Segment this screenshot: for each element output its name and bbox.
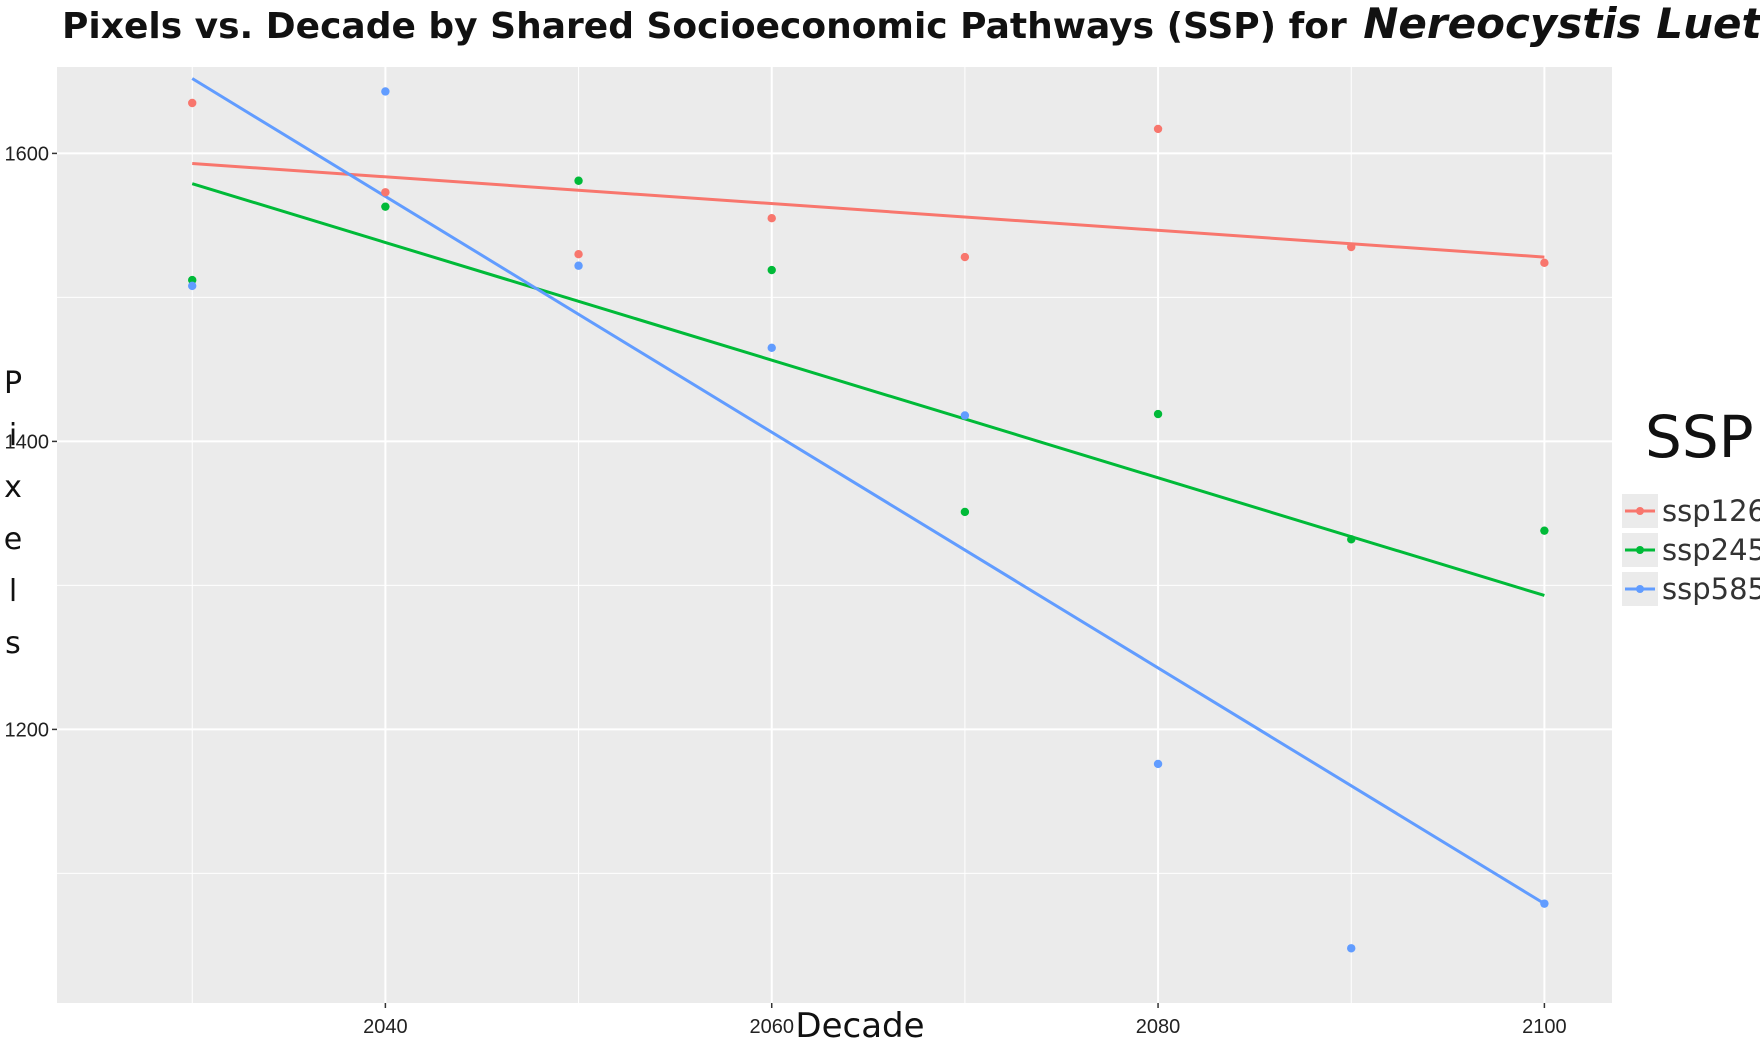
chart-title-main: Pixels vs. Decade by Shared Socioeconomi… bbox=[62, 6, 1347, 47]
point-ssp126 bbox=[1540, 258, 1549, 268]
y-axis-label-char: i bbox=[9, 418, 17, 453]
x-tick-label: 2040 bbox=[363, 1016, 408, 1038]
legend-label-ssp245: ssp245 bbox=[1662, 533, 1760, 567]
point-ssp585 bbox=[574, 261, 583, 270]
point-ssp126 bbox=[960, 252, 970, 262]
legend-items: ssp126 ssp245 ssp585 bbox=[1622, 494, 1760, 606]
y-tick-label: 1400 bbox=[5, 431, 50, 453]
point-ssp126 bbox=[188, 98, 197, 108]
y-axis-label-char: x bbox=[4, 470, 22, 505]
chart-title: Pixels vs. Decade by Shared Socioeconomi… bbox=[62, 0, 1760, 48]
legend-key-point-ssp126 bbox=[1636, 507, 1644, 515]
point-ssp126 bbox=[574, 250, 583, 259]
point-ssp585 bbox=[1153, 759, 1163, 769]
legend: SSP ssp126 ssp245 ssp585 bbox=[1620, 370, 1760, 640]
trend-line-ssp245 bbox=[191, 182, 1545, 597]
legend-key-point-ssp245 bbox=[1636, 546, 1644, 554]
legend-title: SSP bbox=[1645, 403, 1754, 471]
point-ssp245 bbox=[767, 265, 776, 275]
trend-lines bbox=[191, 77, 1546, 905]
point-ssp585 bbox=[1540, 899, 1549, 908]
point-ssp585 bbox=[381, 87, 390, 96]
point-ssp245 bbox=[1540, 526, 1549, 535]
y-axis-label-char: l bbox=[9, 574, 17, 609]
point-ssp585 bbox=[767, 343, 776, 352]
plot-panel bbox=[57, 67, 1612, 1003]
point-ssp585 bbox=[1347, 944, 1356, 953]
point-ssp126 bbox=[381, 188, 390, 197]
legend-key-point-ssp585 bbox=[1636, 585, 1644, 593]
point-ssp126 bbox=[1347, 242, 1356, 252]
data-points bbox=[188, 87, 1549, 953]
point-ssp245 bbox=[960, 507, 970, 517]
point-ssp585 bbox=[960, 411, 970, 420]
legend-label-ssp585: ssp585 bbox=[1662, 572, 1760, 606]
y-tick-label: 1200 bbox=[5, 719, 50, 741]
x-tick-label: 2100 bbox=[1522, 1016, 1567, 1038]
point-ssp245 bbox=[188, 275, 197, 285]
trend-line-ssp585 bbox=[191, 77, 1546, 905]
y-axis-label-char: e bbox=[4, 522, 22, 557]
point-ssp126 bbox=[1153, 124, 1163, 134]
x-axis-label: Decade bbox=[795, 1006, 924, 1044]
point-ssp245 bbox=[381, 202, 390, 211]
trend-line-ssp126 bbox=[192, 161, 1545, 259]
y-axis-label-char: s bbox=[5, 626, 21, 661]
axes: 1200 1400 1600 2040 2060 2080 2100 bbox=[5, 143, 1567, 1038]
chart-title-species: Nereocystis Luetkeana bbox=[1363, 0, 1760, 48]
x-tick-label: 2080 bbox=[1136, 1016, 1181, 1038]
point-ssp126 bbox=[767, 214, 776, 223]
y-tick-label: 1600 bbox=[5, 143, 50, 165]
point-ssp245 bbox=[1153, 409, 1163, 419]
point-ssp585 bbox=[188, 281, 197, 291]
point-ssp245 bbox=[574, 176, 583, 185]
x-tick-label: 2060 bbox=[749, 1016, 794, 1038]
y-axis-label-char: P bbox=[4, 366, 22, 401]
legend-label-ssp126: ssp126 bbox=[1662, 494, 1760, 528]
grid-lines bbox=[57, 67, 1612, 1003]
point-ssp245 bbox=[1347, 535, 1356, 544]
